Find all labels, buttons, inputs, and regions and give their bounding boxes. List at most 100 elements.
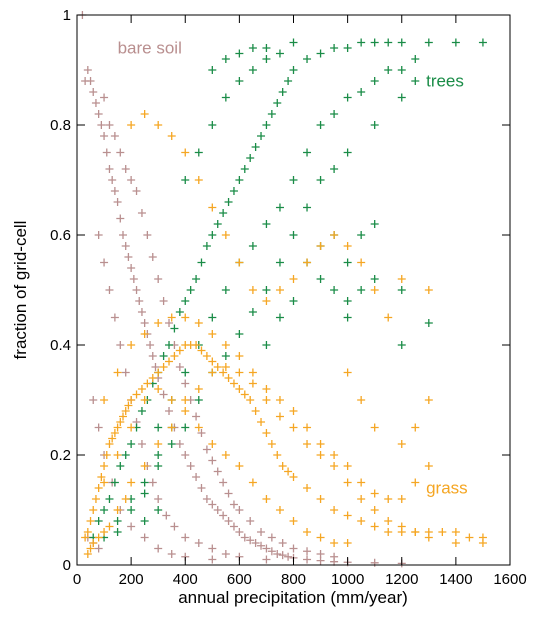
data-point-grass [330,539,339,547]
data-point-grass [127,121,136,129]
data-point-grass [124,401,133,410]
data-point-bare-soil [221,550,230,558]
data-point-trees [181,176,190,184]
data-point-grass [330,231,339,239]
data-point-trees [262,55,271,63]
data-point-bare-soil [197,429,206,437]
data-point-bare-soil [262,555,271,564]
data-point-grass [224,374,233,382]
data-point-grass [102,451,111,459]
data-point-bare-soil [235,528,244,536]
data-point-bare-soil [121,368,130,377]
data-point-grass [246,396,255,404]
data-point-bare-soil [219,478,228,487]
y-axis-ticks: 0 0.2 0.4 0.6 0.8 1 [50,7,510,574]
data-point-bare-soil [278,551,287,560]
data-point-trees [159,352,168,360]
data-point-bare-soil [167,550,176,558]
data-point-grass [262,429,271,437]
data-point-grass [219,368,228,377]
data-point-trees [357,286,366,294]
data-point-grass [167,423,176,432]
data-point-grass [170,352,179,360]
data-point-bare-soil [110,187,119,195]
data-point-grass [451,539,460,547]
data-point-grass [86,517,95,525]
data-point-bare-soil [165,407,174,415]
data-point-trees [194,148,203,157]
data-point-trees [194,396,203,404]
data-point-trees [267,110,276,118]
data-point-grass [235,385,244,393]
data-point-bare-soil [316,550,325,558]
data-point-trees [316,121,325,129]
data-point-bare-soil [105,286,114,294]
data-point-grass [140,462,149,470]
data-point-grass [154,319,163,327]
data-point-trees [246,154,255,162]
data-point-grass [262,297,271,305]
data-point-trees [235,49,244,58]
data-point-grass [127,396,136,404]
data-point-bare-soil [119,231,128,239]
data-point-trees [370,121,379,129]
data-point-grass [113,506,122,514]
data-point-grass [137,385,146,393]
data-point-grass [343,462,352,470]
data-point-bare-soil [143,231,152,239]
data-point-grass [248,286,257,294]
data-point-trees [208,66,217,74]
data-point-grass [194,319,203,327]
data-point-grass [202,352,211,360]
data-point-bare-soil [159,297,168,305]
data-point-trees [316,49,325,58]
data-point-grass [424,286,433,294]
x-axis-ticks: 0 200 400 600 800 1000 1200 1400 1600 [73,15,527,588]
data-point-trees [262,220,271,228]
y-axis-title: fraction of grid-cell [11,221,30,360]
data-point-trees [262,286,271,294]
data-point-trees [221,352,230,360]
data-point-trees [186,286,195,294]
data-point-grass [316,451,325,459]
y-tick-label: 0.2 [50,447,71,464]
data-point-bare-soil [224,517,233,525]
x-tick-label: 1400 [439,571,472,588]
data-point-grass [132,390,141,399]
data-point-grass [240,390,249,399]
data-point-trees [140,517,149,525]
data-point-bare-soil [240,533,249,542]
data-point-grass [478,539,487,547]
data-point-bare-soil [208,555,217,564]
data-point-grass [110,429,119,437]
data-point-trees [289,297,298,305]
data-point-bare-soil [121,165,130,173]
data-point-grass [113,423,122,432]
data-point-grass [208,440,217,448]
data-point-bare-soil [94,423,103,432]
data-point-grass [140,110,149,118]
data-point-trees [273,99,282,107]
y-tick-label: 1 [63,7,71,24]
data-point-grass [83,528,92,536]
data-point-trees [127,506,136,514]
data-point-trees [343,258,352,267]
data-point-bare-soil [91,99,100,107]
data-point-trees [235,330,244,338]
data-point-bare-soil [151,363,160,371]
data-point-grass [108,434,117,443]
data-point-grass [262,495,271,503]
data-point-bare-soil [127,264,136,272]
data-point-grass [424,533,433,542]
data-point-grass [181,148,190,157]
data-point-trees [229,187,238,195]
data-point-grass [100,478,109,487]
data-point-trees [257,132,266,140]
data-point-bare-soil [262,544,271,553]
data-point-grass [121,407,130,415]
data-point-trees [100,506,109,514]
data-point-bare-soil [110,132,119,140]
data-point-trees [248,242,257,250]
data-point-trees [192,275,201,283]
